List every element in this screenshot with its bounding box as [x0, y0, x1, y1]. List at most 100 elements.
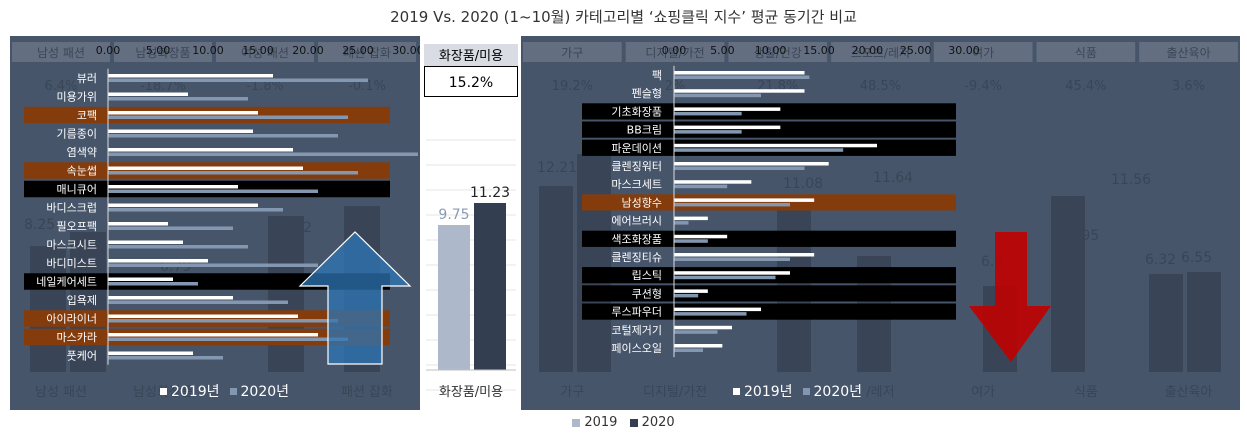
right-x-tick-label: 5.00 [710, 44, 735, 57]
left-bg-header [216, 42, 314, 62]
right-bg-bar [539, 186, 573, 372]
right-x-tick-label: 15.00 [803, 44, 835, 57]
left-bar-2019-염색약 [108, 148, 293, 152]
left-bar-2019-필오프팩 [108, 222, 168, 226]
right-bg-header [1139, 42, 1238, 62]
right-bg-xlabel: 식품 [1074, 385, 1098, 400]
left-category-label: 기름종이 [57, 128, 97, 141]
legend-item-2020: 2020 [629, 415, 675, 430]
left-bar-2019-풋케어 [108, 351, 193, 355]
right-highlight-립스틱 [582, 267, 956, 284]
right-category-label: 페이스오일 [611, 341, 662, 355]
right-x-tick-label: 10.00 [755, 44, 787, 57]
right-bar-2019-파운데이션 [674, 143, 877, 148]
right-bg-pct: 19.2% [552, 79, 593, 94]
left-category-label: 속눈썹 [67, 165, 97, 178]
left-bar-2019-속눈썹 [108, 166, 303, 170]
left-bg-pct: -1.8% [246, 79, 284, 94]
left-bg-header-text: 남성 패션 [37, 46, 85, 60]
right-bg-header-text: 식품 [1075, 46, 1097, 60]
legend-item-2019: 2019 [572, 415, 617, 430]
right-highlight-BB크림 [582, 121, 956, 138]
right-category-label: 립스틱 [632, 269, 662, 282]
left-bar-2020-코팩 [108, 115, 348, 119]
right-bg-xlabel: /레저 [866, 385, 894, 400]
legend-label-2019: 2019 [584, 415, 618, 430]
chart-title: 2019 Vs. 2020 (1~10월) 카테고리별 ‘쇼핑클릭 지수’ 평균… [390, 8, 857, 26]
right-bg-header-text: 여가 [972, 46, 994, 60]
left-bar-2020-뷰러 [108, 78, 368, 82]
left-bg-header [114, 42, 212, 62]
right-bar-2019-페이스오일 [674, 344, 723, 348]
right-category-label: 루스파우더 [611, 306, 662, 319]
left-bar-2019-바디미스트 [108, 259, 208, 263]
right-legend-2019: 2019년 [744, 384, 793, 400]
bar-2019 [438, 225, 470, 370]
right-bg-header [933, 42, 1033, 62]
left-bar-2020-바디스크럽 [108, 208, 283, 212]
left-bg-header-text: 패션 잡화 [343, 46, 391, 60]
left-bar-2019-바디스크럽 [108, 203, 258, 207]
left-legend: 2019년 2020년 [160, 381, 289, 401]
right-bg-header-text: 스포츠/레저 [851, 46, 910, 60]
right-category-label: 클렌징워터 [611, 160, 662, 173]
right-bar-2020-에어브러시 [674, 221, 689, 225]
left-bar-2020-풋케어 [108, 356, 223, 360]
left-bg-header-text: 여성 패션 [241, 46, 289, 60]
right-bar-2019-마스크세트 [674, 180, 752, 184]
right-bar-2019-에어브러시 [674, 216, 708, 221]
right-bg-pct: 3.6% [1172, 79, 1205, 94]
right-bg-bar [1149, 274, 1183, 372]
left-category-label: 뷰러 [77, 72, 97, 85]
left-x-tick-label: 20.00 [292, 44, 324, 57]
left-bg-header [12, 42, 110, 62]
left-bar-2019-입욕제 [108, 296, 233, 300]
right-category-label: 쿠션형 [632, 287, 662, 300]
left-highlight-코팩 [24, 106, 390, 124]
right-chart-svg: 가구19.2%가구디지털/가전2%디지털/가전생활/건강21.8%스포츠/레저4… [523, 42, 1238, 400]
right-category-label: 파운데이션 [611, 142, 662, 155]
right-bg-header [831, 42, 930, 62]
left-x-tick-label: 25.00 [342, 44, 374, 57]
bottom-legend: 2019 2020 [0, 415, 1247, 431]
right-category-label: 색조화장품 [611, 233, 662, 246]
left-x-tick-label: 5.00 [146, 44, 171, 57]
right-bar-2019-펜슬형 [674, 89, 805, 93]
right-highlight-색조화장품 [582, 230, 956, 247]
left-bg-value: 10.22 [272, 220, 312, 236]
right-bar-2019-클렌징티슈 [674, 253, 815, 257]
left-legend-2020: 2020년 [240, 384, 290, 400]
right-bg-xlabel: 가구 [560, 385, 584, 400]
right-background-chart: 가구19.2%가구디지털/가전2%디지털/가전생활/건강21.8%스포츠/레저4… [523, 42, 1238, 400]
right-bar-2019-남성향수 [674, 198, 815, 202]
left-highlight-속눈썹 [24, 162, 390, 179]
left-bg-xlabel: 패션 잡화 [341, 385, 393, 400]
right-bg-value: 11.56 [1111, 172, 1151, 188]
left-bar-2020-기름종이 [108, 134, 338, 138]
right-bar-2019-팩 [674, 71, 805, 75]
right-bg-header [523, 42, 622, 62]
left-bar-2019-마스카라 [108, 333, 318, 337]
left-bar-2020-속눈썹 [108, 171, 358, 175]
right-x-tick-label: 30.00 [948, 44, 980, 57]
left-bg-pct: -0.1% [348, 79, 386, 94]
right-bg-value: 11.08 [783, 176, 823, 192]
left-category-label: 마스크시트 [46, 239, 97, 252]
right-bar-2020-BB크림 [674, 130, 742, 134]
right-bg-value: .95 [1077, 228, 1099, 244]
data-label-2019: 9.75 [438, 207, 469, 223]
right-panel: 가구 19.2% 가구 디지털/가전 2% 디지털/가전 생활/건강 21.8% 스포츠/레저 4… [521, 36, 1240, 410]
left-bar-2020-바디미스트 [108, 263, 318, 267]
right-category-label: 팩 [652, 69, 662, 82]
right-highlight-쿠션형 [582, 285, 956, 302]
legend-swatch-2020 [802, 387, 810, 395]
left-category-label: 미용가위 [57, 91, 97, 104]
right-bar-2020-남성향수 [674, 202, 790, 207]
left-category-label: 염색약 [67, 145, 97, 159]
mid-x-label: 화장품/미용 [439, 385, 503, 400]
right-bg-header-text: 생활/건강 [754, 46, 802, 60]
left-legend-2019: 2019년 [171, 384, 220, 400]
